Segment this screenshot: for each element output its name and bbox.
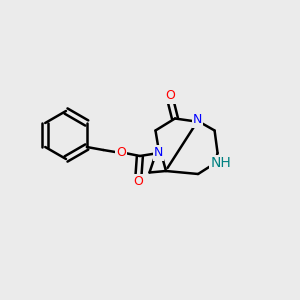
Text: O: O bbox=[166, 89, 176, 103]
Text: O: O bbox=[134, 175, 143, 188]
Text: O: O bbox=[116, 146, 126, 160]
Text: N: N bbox=[154, 146, 163, 160]
Text: N: N bbox=[193, 113, 202, 127]
Text: NH: NH bbox=[210, 157, 231, 170]
